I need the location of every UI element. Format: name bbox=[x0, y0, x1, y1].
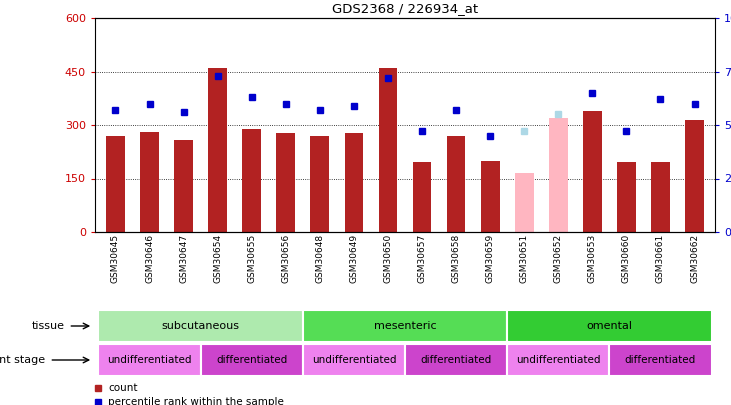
Text: differentiated: differentiated bbox=[216, 355, 287, 365]
Bar bbox=[303, 344, 405, 376]
Bar bbox=[106, 136, 125, 232]
Text: undifferentiated: undifferentiated bbox=[311, 355, 396, 365]
Text: percentile rank within the sample: percentile rank within the sample bbox=[108, 396, 284, 405]
Text: mesenteric: mesenteric bbox=[374, 321, 436, 331]
Bar bbox=[99, 344, 200, 376]
Bar bbox=[617, 162, 636, 232]
Bar bbox=[583, 111, 602, 232]
Bar bbox=[610, 344, 711, 376]
Text: omental: omental bbox=[586, 321, 632, 331]
Bar bbox=[549, 118, 568, 232]
Bar bbox=[447, 136, 466, 232]
Bar bbox=[507, 344, 610, 376]
Bar bbox=[507, 310, 711, 342]
Bar bbox=[685, 119, 704, 232]
Text: undifferentiated: undifferentiated bbox=[107, 355, 192, 365]
Bar bbox=[140, 132, 159, 232]
Bar bbox=[344, 133, 363, 232]
Bar bbox=[99, 310, 303, 342]
Text: undifferentiated: undifferentiated bbox=[516, 355, 601, 365]
Bar bbox=[311, 136, 329, 232]
Bar bbox=[515, 173, 534, 232]
Bar bbox=[413, 162, 431, 232]
Bar bbox=[303, 310, 507, 342]
Text: tissue: tissue bbox=[31, 321, 64, 331]
Text: differentiated: differentiated bbox=[625, 355, 696, 365]
Bar bbox=[174, 140, 193, 232]
Bar bbox=[200, 344, 303, 376]
Bar bbox=[208, 68, 227, 232]
Text: count: count bbox=[108, 383, 137, 393]
Text: development stage: development stage bbox=[0, 355, 45, 365]
Text: subcutaneous: subcutaneous bbox=[162, 321, 240, 331]
Bar bbox=[481, 161, 499, 232]
Title: GDS2368 / 226934_at: GDS2368 / 226934_at bbox=[332, 2, 478, 15]
Text: differentiated: differentiated bbox=[420, 355, 492, 365]
Bar bbox=[651, 162, 670, 232]
Bar bbox=[379, 68, 398, 232]
Bar bbox=[405, 344, 507, 376]
Bar bbox=[276, 133, 295, 232]
Bar bbox=[243, 128, 261, 232]
